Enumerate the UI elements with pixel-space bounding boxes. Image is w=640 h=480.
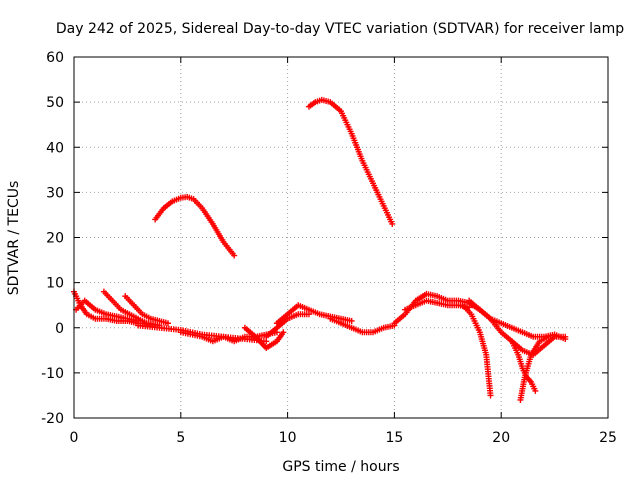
axis-ticks (73, 56, 609, 419)
series-arc-tail-20-23-b (476, 306, 569, 358)
y-tick-label: -10 (41, 366, 64, 382)
series-arc-v-21-b (517, 333, 552, 403)
series-arc-low-early-d (122, 293, 171, 327)
y-tick-label: 50 (46, 95, 64, 111)
y-axis-label: SDTVAR / TECUs (6, 181, 22, 296)
data-point (545, 333, 552, 340)
data-points (71, 96, 569, 403)
data-point (389, 220, 396, 227)
x-tick-labels: 0 5 10 15 20 25 (70, 430, 617, 446)
series-arc-drop-19 (459, 302, 494, 399)
series-arc-dip-9 (241, 324, 287, 352)
y-tick-label: 0 (55, 321, 64, 337)
series-arc-mid-low-b (177, 329, 280, 345)
data-point (532, 387, 539, 394)
grid-lines (74, 57, 608, 418)
data-point (280, 329, 287, 336)
y-tick-label: 10 (46, 276, 64, 292)
data-point (562, 333, 569, 340)
series-arc-mid-13-15 (327, 315, 398, 336)
x-tick-label: 5 (176, 430, 185, 446)
data-point (348, 317, 355, 324)
x-tick-label: 0 (70, 430, 79, 446)
x-tick-label: 10 (279, 430, 297, 446)
y-tick-labels: -20 -10 0 10 20 30 40 50 60 (41, 50, 64, 427)
chart-title: Day 242 of 2025, Sidereal Day-to-day VTE… (56, 21, 624, 37)
y-tick-label: 30 (46, 185, 64, 201)
series-arc-low-early-c (100, 288, 150, 327)
x-tick-label: 25 (599, 430, 617, 446)
series-arc-big-peak (305, 96, 396, 227)
y-tick-label: 20 (46, 231, 64, 247)
data-point (487, 392, 494, 399)
y-tick-label: 60 (46, 50, 64, 66)
data-point (164, 320, 171, 327)
x-tick-label: 20 (492, 430, 510, 446)
series-arc-low-early-b (73, 297, 142, 324)
data-point (231, 252, 238, 259)
y-tick-label: 40 (46, 140, 64, 156)
x-axis-label: GPS time / hours (282, 459, 399, 475)
y-tick-label: -20 (41, 411, 64, 427)
x-tick-label: 15 (385, 430, 403, 446)
data-point (143, 320, 150, 327)
series-arc-hump-small (152, 193, 238, 259)
